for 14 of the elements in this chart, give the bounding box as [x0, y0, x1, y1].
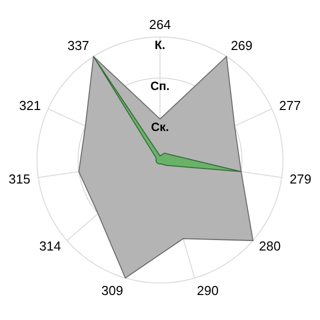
spoke-label: 315 — [8, 171, 30, 186]
spoke-label: 280 — [259, 238, 281, 254]
spoke-label: 277 — [279, 98, 301, 114]
y-tick-label: Сп. — [150, 79, 170, 93]
spoke-label: 290 — [196, 282, 219, 298]
spoke-label: 279 — [290, 171, 312, 186]
spoke-label: 321 — [19, 98, 41, 114]
spoke-label: 264 — [149, 17, 171, 32]
spoke-label: 337 — [67, 38, 90, 53]
spoke-label: 314 — [39, 238, 61, 254]
y-tick-label: Ск. — [150, 120, 170, 134]
spoke-label: 309 — [101, 282, 124, 298]
y-tick-label: К. — [154, 38, 166, 52]
spoke-label: 269 — [230, 38, 253, 53]
